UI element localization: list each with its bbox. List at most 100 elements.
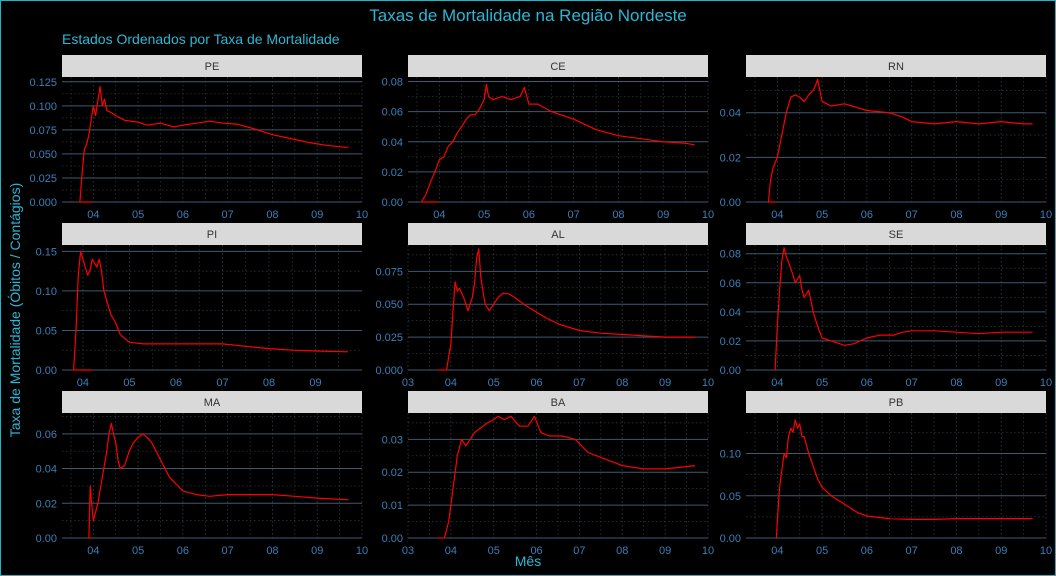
y-tick-label: 0.10 (720, 449, 741, 461)
x-tick-label: 08 (263, 377, 275, 389)
y-tick-label: 0.02 (720, 152, 741, 164)
x-tick-label: 10 (356, 545, 368, 557)
y-tick-label: 0.06 (36, 429, 57, 441)
x-tick-label: 09 (659, 545, 671, 557)
x-tick-label: 08 (266, 209, 278, 221)
x-tick-label: 06 (861, 209, 873, 221)
y-tick-label: 0.04 (36, 464, 57, 476)
x-tick-label: 09 (995, 209, 1007, 221)
x-tick-label: 09 (995, 545, 1007, 557)
x-tick-label: 05 (123, 377, 135, 389)
x-axis-label: Mês (514, 553, 542, 569)
y-tick-label: 0.075 (375, 266, 403, 278)
x-tick-label: 05 (478, 209, 490, 221)
x-tick-label: 04 (433, 209, 445, 221)
panel-pb: PB 0.00 0.05 0.10 04 05 06 07 08 09 10 (720, 391, 1052, 557)
x-tick-label: 05 (816, 545, 828, 557)
strip-pi (62, 223, 362, 245)
y-tick-label: 0.00 (36, 533, 57, 545)
y-tick-label: 0.00 (382, 197, 403, 209)
x-tick-label: 04 (77, 377, 89, 389)
y-tick-label: 0.04 (720, 307, 741, 319)
x-tick-label: 10 (356, 209, 368, 221)
y-tick-label: 0.050 (375, 299, 403, 311)
y-tick-label: 0.125 (29, 77, 57, 89)
x-tick-label: 06 (530, 377, 542, 389)
x-tick-label: 08 (612, 209, 624, 221)
y-tick-label: 0.00 (720, 197, 741, 209)
x-tick-label: 05 (132, 209, 144, 221)
y-tick-label: 0.01 (382, 500, 403, 512)
panel-ba: BA 0.00 0.01 0.02 0.03 03 04 05 06 07 08 09 10 (382, 391, 714, 557)
x-tick-label: 06 (523, 209, 535, 221)
strip-pe (62, 55, 362, 77)
series-line-pb (775, 419, 1033, 539)
strip-label-pi: PI (207, 229, 217, 241)
y-tick-label: 0.05 (36, 325, 57, 337)
y-tick-label: 0.00 (36, 365, 57, 377)
x-tick-label: 07 (216, 377, 228, 389)
x-tick-label: 04 (771, 377, 783, 389)
x-tick-label: 10 (702, 377, 714, 389)
strip-label-pb: PB (889, 397, 904, 409)
strip-label-ma: MA (204, 397, 221, 409)
y-tick-label: 0.000 (29, 197, 57, 209)
chart-subtitle: Estados Ordenados por Taxa de Mortalidad… (62, 31, 340, 47)
y-tick-label: 0.050 (29, 149, 57, 161)
strip-label-ba: BA (551, 397, 566, 409)
x-tick-label: 07 (906, 377, 918, 389)
x-tick-label: 08 (950, 545, 962, 557)
y-tick-label: 0.05 (720, 491, 741, 503)
x-tick-label: 06 (177, 545, 189, 557)
x-tick-label: 03 (402, 545, 414, 557)
x-tick-label: 08 (950, 377, 962, 389)
y-tick-label: 0.02 (382, 467, 403, 479)
x-tick-label: 09 (311, 545, 323, 557)
y-tick-label: 0.06 (382, 107, 403, 119)
y-tick-label: 0.025 (29, 173, 57, 185)
panel-al: AL 0.000 0.025 0.050 0.075 03 04 05 06 07 08 09 10 (375, 223, 714, 389)
x-tick-label: 08 (950, 209, 962, 221)
y-tick-label: 0.08 (382, 77, 403, 89)
x-tick-label: 04 (771, 209, 783, 221)
x-tick-label: 07 (222, 545, 234, 557)
x-tick-label: 06 (170, 377, 182, 389)
panel-rn: RN 0.00 0.02 0.04 04 05 06 07 08 09 10 (720, 55, 1052, 221)
x-tick-label: 09 (659, 377, 671, 389)
y-tick-label: 0.02 (720, 336, 741, 348)
y-tick-label: 0.06 (720, 278, 741, 290)
y-tick-label: 0.10 (36, 286, 57, 298)
series-line-se (774, 247, 1033, 371)
strip-label-ce: CE (550, 61, 565, 73)
strip-ma (62, 391, 362, 413)
x-tick-label: 07 (906, 545, 918, 557)
panel-pe: PE 0.000 0.025 0.050 0.075 0.100 0.125 04 05 06 07… (29, 55, 368, 221)
series-line-pi (73, 250, 349, 371)
x-tick-label: 08 (616, 545, 628, 557)
x-tick-label: 08 (616, 377, 628, 389)
series-line-al (446, 248, 696, 371)
strip-rn (746, 55, 1046, 77)
strip-pb (746, 391, 1046, 413)
series-line-pe (79, 86, 349, 203)
strip-ce (408, 55, 708, 77)
x-tick-label: 04 (87, 209, 99, 221)
series-line-rn (767, 78, 1033, 203)
strip-se (746, 223, 1046, 245)
x-tick-label: 06 (861, 377, 873, 389)
y-tick-label: 0.025 (375, 332, 403, 344)
x-tick-label: 07 (573, 545, 585, 557)
strip-al (408, 223, 708, 245)
x-tick-label: 07 (568, 209, 580, 221)
x-tick-label: 05 (132, 545, 144, 557)
panel-ma: MA 0.00 0.02 0.04 0.06 04 05 06 07 08 09 10 (36, 391, 368, 557)
x-tick-label: 05 (488, 377, 500, 389)
y-tick-label: 0.02 (36, 498, 57, 510)
x-tick-label: 05 (816, 209, 828, 221)
y-tick-label: 0.02 (382, 167, 403, 179)
y-tick-label: 0.100 (29, 101, 57, 113)
y-tick-label: 0.000 (375, 365, 403, 377)
y-tick-label: 0.00 (720, 365, 741, 377)
y-tick-label: 0.075 (29, 125, 57, 137)
